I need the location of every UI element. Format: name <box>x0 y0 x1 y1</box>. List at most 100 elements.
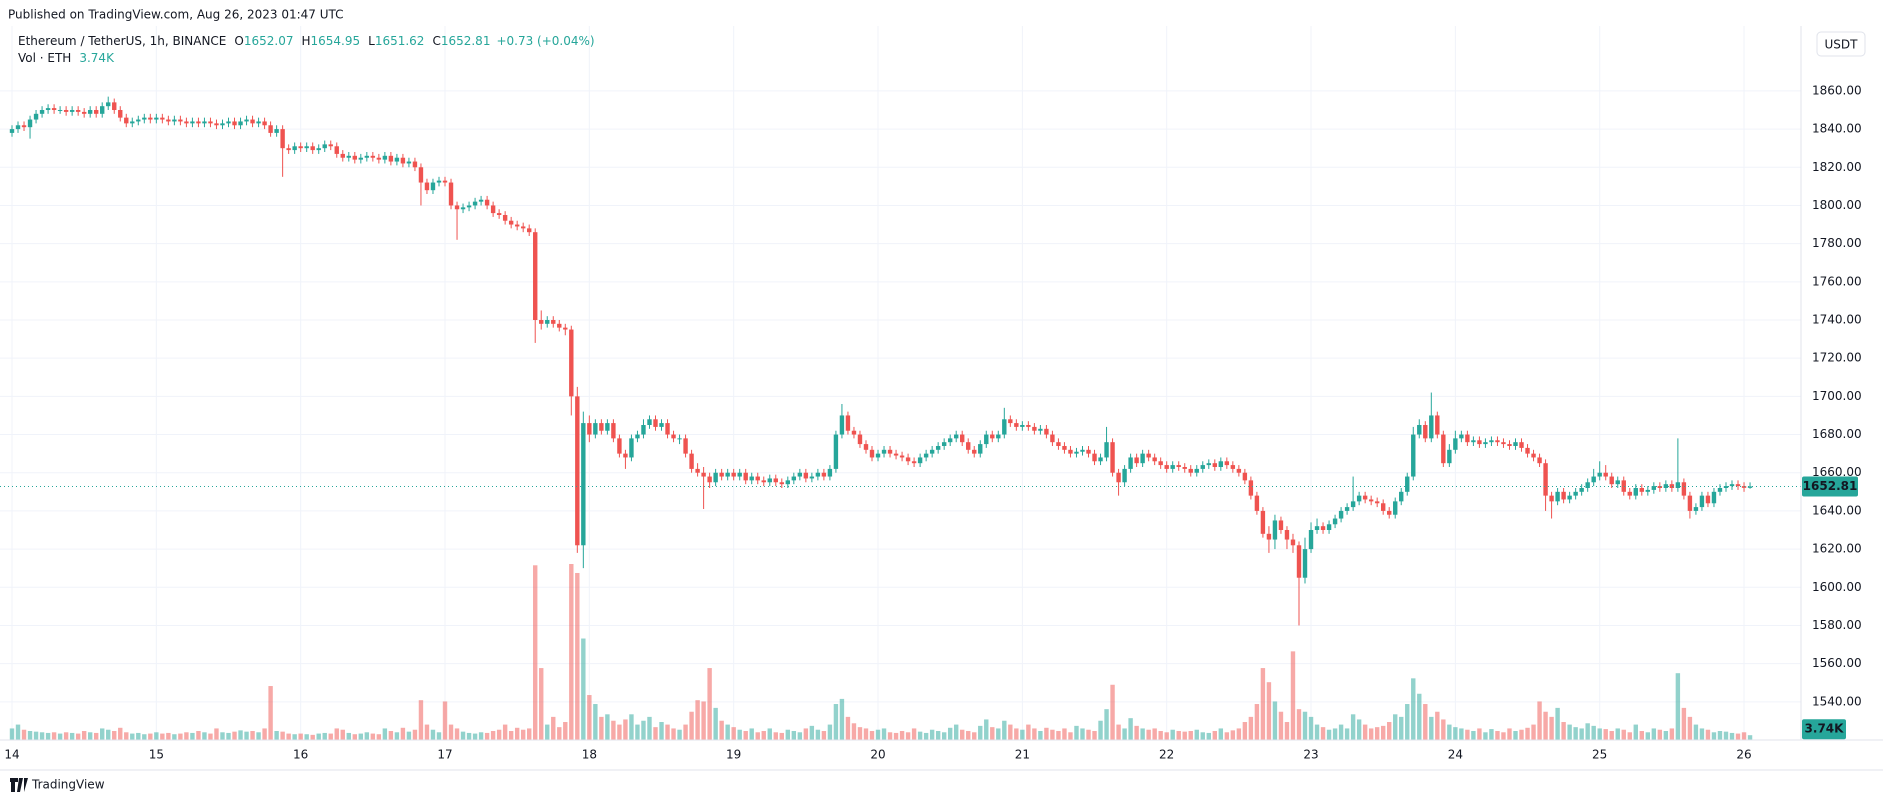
x-tick-label: 21 <box>1015 748 1030 762</box>
volume-bar <box>442 701 448 740</box>
volume-bar <box>1723 731 1729 740</box>
y-tick-label: 1580.00 <box>1812 618 1862 632</box>
volume-bar <box>1212 731 1217 740</box>
volume-bar <box>1747 735 1753 740</box>
volume-bar <box>1573 727 1578 740</box>
legend-value: 1651.62 <box>375 34 425 48</box>
volume-bar <box>292 734 297 740</box>
volume-bar <box>172 734 177 740</box>
volume-bar <box>785 729 791 740</box>
volume-bar <box>527 728 532 740</box>
candle-body <box>1302 549 1308 578</box>
volume-bar <box>611 720 616 740</box>
y-tick-label: 1660.00 <box>1812 465 1862 479</box>
volume-bar <box>310 734 315 740</box>
volume-bar <box>454 728 460 740</box>
volume-bar <box>1741 732 1747 740</box>
candle-body <box>1362 495 1368 500</box>
volume-bar <box>833 704 839 740</box>
candle-body <box>725 472 730 477</box>
volume-bar <box>1350 714 1356 740</box>
volume-bar <box>1044 727 1049 740</box>
last-price-tag <box>1802 476 1858 497</box>
candle-body <box>1170 465 1175 469</box>
candle-body <box>1014 423 1019 427</box>
volume-bar <box>1122 728 1127 740</box>
candle-body <box>845 415 851 431</box>
volume-bar <box>839 698 845 740</box>
candle-body <box>1675 482 1681 488</box>
volume-bar <box>106 729 111 740</box>
volume-bar <box>695 700 700 740</box>
candle-body <box>1597 472 1602 477</box>
volume-bar <box>382 728 388 740</box>
currency-button[interactable] <box>1816 31 1866 57</box>
volume-bar <box>21 729 27 740</box>
volume-bar <box>154 732 159 740</box>
volume-bar <box>966 731 971 740</box>
candle-body <box>100 106 105 114</box>
candle-body <box>1278 520 1284 530</box>
volume-bar <box>1308 716 1314 740</box>
candle-body <box>953 434 959 439</box>
candle-body <box>1513 442 1518 446</box>
volume-bar <box>1164 732 1169 740</box>
candle-body <box>1248 480 1254 496</box>
volume-bar <box>1621 729 1626 740</box>
candle-body <box>533 232 538 320</box>
candle-body <box>1344 507 1350 511</box>
volume-bar <box>923 732 929 740</box>
candle-body <box>1537 457 1542 464</box>
volume-bar <box>1633 724 1638 740</box>
y-tick-label: 1820.00 <box>1812 160 1862 174</box>
volume-bar <box>1068 732 1073 740</box>
candle-body <box>731 472 736 477</box>
candle-body <box>430 182 436 191</box>
candle-body <box>418 167 424 183</box>
candle-body <box>1669 484 1675 488</box>
volume-bar <box>1717 731 1723 740</box>
volume-bar <box>394 732 400 740</box>
volume-bar <box>935 731 941 740</box>
candle-body <box>1254 495 1260 511</box>
legend-letter: L <box>368 34 375 48</box>
candle-body <box>1441 434 1446 464</box>
candle-body <box>701 472 706 477</box>
volume-bar <box>887 732 893 740</box>
candle-body <box>1495 440 1500 443</box>
volume-bar <box>1543 711 1548 740</box>
candle-body <box>1050 434 1055 443</box>
candle-body <box>220 123 225 126</box>
volume-bar <box>575 572 580 740</box>
volume-bar <box>430 729 436 740</box>
volume-bar <box>947 727 953 740</box>
candle-body <box>1242 472 1248 481</box>
volume-bar <box>328 733 333 740</box>
currency[interactable]: USDT <box>1825 38 1859 52</box>
candle-body <box>551 320 556 324</box>
volume-bar <box>1110 684 1115 740</box>
candle-body <box>1176 465 1181 467</box>
volume-bar <box>57 733 63 740</box>
candle-body <box>881 449 887 454</box>
volume-bar <box>635 724 640 740</box>
candle-body <box>1260 510 1266 534</box>
candle-body <box>996 434 1001 439</box>
volume-bar <box>1645 732 1651 740</box>
volume-bar <box>707 668 712 740</box>
volume-bar <box>1050 729 1055 740</box>
candle-body <box>785 480 791 485</box>
candle-body <box>629 438 634 458</box>
candle-body <box>1380 503 1386 511</box>
candle-body <box>593 423 598 435</box>
volume-bar <box>1411 678 1416 740</box>
volume-bar <box>749 728 754 740</box>
candle-body <box>1314 526 1320 530</box>
volume-bar <box>863 728 869 740</box>
candle-body <box>33 113 39 120</box>
candle-body <box>1200 465 1205 469</box>
y-tick-label: 1780.00 <box>1812 236 1862 250</box>
volume-bar <box>190 732 195 740</box>
candle-body <box>1332 518 1338 525</box>
